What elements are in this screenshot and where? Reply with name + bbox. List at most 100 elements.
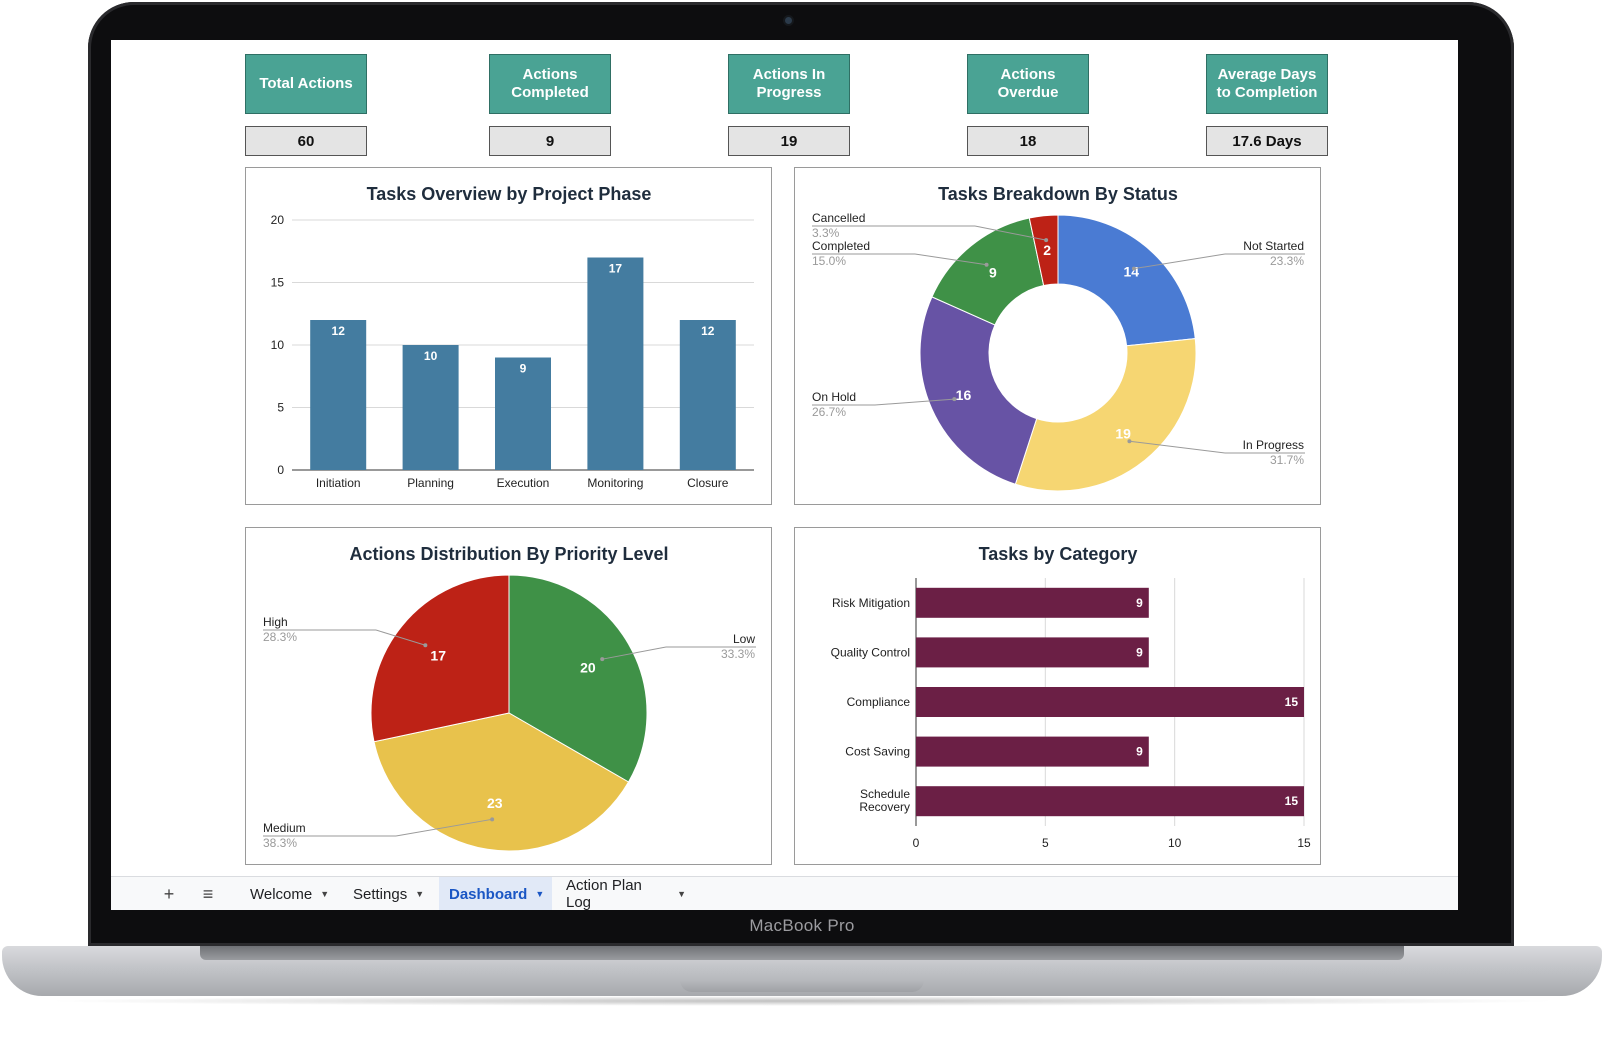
all-sheets-menu-icon[interactable]: ≡ — [202, 883, 214, 904]
callout-line — [1129, 440, 1226, 454]
priority-pie-chart: Actions Distribution By Priority Level 20… — [263, 544, 756, 852]
x-tick-label: 10 — [1168, 836, 1182, 850]
y-tick-label: Risk Mitigation — [832, 596, 910, 610]
chart-panel-status[interactable]: Tasks Breakdown By Status 14 Not Started 23… — [794, 167, 1321, 505]
kpi-in-progress-value: 19 — [728, 126, 850, 156]
callout-label: Cancelled — [812, 211, 865, 225]
callout-percent: 31.7% — [1270, 453, 1304, 467]
kpi-in-progress-title: Actions In Progress — [728, 54, 850, 114]
callout-line — [395, 818, 493, 837]
y-tick-label: 5 — [277, 401, 284, 415]
callout-label: Completed — [812, 239, 870, 253]
slice-cancelled — [1028, 214, 1059, 287]
chevron-down-icon: ▼ — [320, 889, 330, 899]
kpi-completed-title: Actions Completed — [489, 54, 611, 114]
x-tick-label: 15 — [1297, 836, 1311, 850]
chart-title: Tasks by Category — [979, 544, 1138, 564]
slice-value-label: 2 — [1043, 242, 1051, 258]
y-tick-label: 15 — [271, 276, 285, 290]
tab-welcome[interactable]: Welcome ▼ — [240, 877, 334, 910]
chevron-down-icon: ▼ — [415, 889, 425, 899]
callout-percent: 28.3% — [263, 630, 297, 644]
kpi-total-actions-title: Total Actions — [245, 54, 367, 114]
y-tick-label: 0 — [277, 463, 284, 477]
y-tick-label: Compliance — [847, 695, 911, 709]
chart-panel-project-phase[interactable]: Tasks Overview by Project Phase 0 5 10 15 20 1… — [245, 167, 772, 505]
bar-value-label: 15 — [1285, 695, 1299, 709]
callout-label: High — [263, 615, 288, 629]
laptop-hinge — [200, 946, 1404, 960]
add-sheet-icon[interactable]: + — [163, 883, 175, 904]
tab-action-plan-log[interactable]: Action Plan Log ▼ — [556, 877, 696, 910]
bar-value-label: 15 — [1285, 794, 1299, 808]
chart-title: Tasks Breakdown By Status — [938, 184, 1178, 204]
y-tick-label: Schedule Recovery — [859, 787, 910, 814]
slice-value-label: 19 — [1115, 425, 1131, 441]
bar-planning — [402, 345, 459, 470]
tab-welcome-label: Welcome — [250, 885, 313, 903]
callout-percent: 26.7% — [812, 405, 846, 419]
bar-compliance — [916, 687, 1304, 717]
bar-execution — [495, 357, 551, 470]
callout-label: In Progress — [1243, 438, 1304, 452]
kpi-completed-value: 9 — [489, 126, 611, 156]
slice-low — [508, 574, 648, 783]
slice-value-label: 17 — [430, 648, 446, 664]
tab-settings-label: Settings — [353, 885, 408, 903]
bar-risk-mitigation — [916, 587, 1149, 618]
y-tick-label: 10 — [271, 338, 285, 352]
tab-dashboard-label: Dashboard — [449, 885, 528, 903]
callout-line — [874, 398, 955, 406]
callout-percent: 15.0% — [812, 254, 846, 268]
chart-panel-priority[interactable]: Actions Distribution By Priority Level 20… — [245, 527, 772, 865]
bar-monitoring — [587, 257, 644, 470]
tab-action-plan-log-label: Action Plan Log — [566, 877, 642, 910]
callout-dot — [984, 262, 989, 267]
chart-panel-category[interactable]: Tasks by Category 0 5 10 15 9 Risk Mitigation 9… — [794, 527, 1321, 865]
bar-closure — [679, 320, 736, 470]
x-tick-label: Planning — [407, 476, 454, 490]
laptop-notch — [680, 980, 924, 992]
bar-value-label: 17 — [609, 262, 623, 276]
callout-label: Low — [733, 632, 755, 646]
tab-dashboard[interactable]: Dashboard ▼ — [439, 877, 552, 910]
slice-medium — [373, 712, 630, 852]
bar-cost-saving — [916, 736, 1149, 767]
callout-percent: 38.3% — [263, 836, 297, 850]
slice-value-label: 23 — [487, 795, 503, 811]
camera-icon — [785, 17, 792, 24]
bar-value-label: 9 — [1136, 745, 1143, 759]
callout-percent: 3.3% — [812, 226, 840, 240]
x-tick-label: 5 — [1042, 836, 1049, 850]
bar-value-label: 12 — [701, 324, 715, 338]
x-tick-label: Initiation — [316, 476, 361, 490]
y-tick-label: Cost Saving — [845, 745, 910, 759]
callout-label: On Hold — [812, 390, 856, 404]
x-tick-label: Closure — [687, 476, 729, 490]
slice-value-label: 14 — [1123, 264, 1139, 280]
kpi-overdue-title: Actions Overdue — [967, 54, 1089, 114]
kpi-avg-days-value: 17.6 Days — [1206, 126, 1328, 156]
phase-bar-chart: Tasks Overview by Project Phase 0 5 10 15 20 1… — [271, 184, 754, 490]
bar-value-label: 9 — [520, 362, 527, 376]
slice-value-label: 16 — [956, 387, 972, 403]
slice-on-hold — [919, 296, 1038, 485]
kpi-overdue-value: 18 — [967, 126, 1089, 156]
callout-percent: 33.3% — [721, 647, 755, 661]
bar-initiation — [310, 320, 367, 470]
tab-settings[interactable]: Settings ▼ — [343, 877, 435, 910]
callout-dot — [423, 643, 428, 648]
y-tick-label: 20 — [271, 213, 285, 227]
callout-line — [602, 646, 667, 660]
chart-title: Tasks Overview by Project Phase — [367, 184, 652, 204]
slice-high — [370, 574, 510, 743]
chart-title: Actions Distribution By Priority Level — [349, 544, 668, 564]
x-tick-label: 0 — [913, 836, 920, 850]
bar-quality-control — [916, 637, 1149, 668]
slice-value-label: 20 — [580, 659, 596, 675]
callout-line — [375, 629, 426, 646]
chevron-down-icon: ▼ — [535, 889, 545, 899]
bar-schedule-recovery — [916, 786, 1304, 817]
callout-line — [974, 225, 1047, 241]
